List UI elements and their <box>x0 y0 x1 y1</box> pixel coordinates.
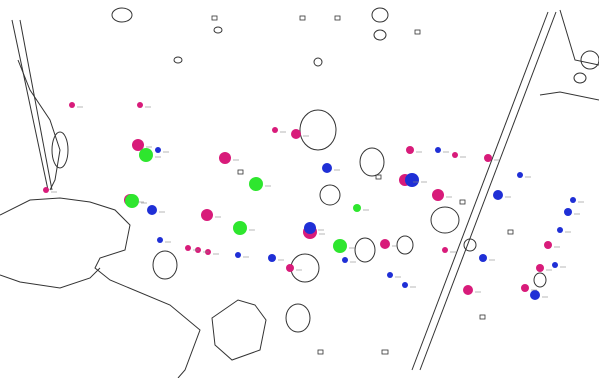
magenta-marker <box>544 241 552 249</box>
feature-oval-18 <box>173 56 183 64</box>
blue-marker <box>155 147 161 153</box>
blue-marker <box>387 272 393 278</box>
magenta-marker <box>463 285 473 295</box>
green-marker <box>249 177 263 191</box>
magenta-marker <box>69 102 75 108</box>
magenta-marker <box>286 264 294 272</box>
outline-features <box>51 7 599 333</box>
left-road <box>11 19 53 191</box>
feature-oval-17 <box>313 57 323 67</box>
blue-marker <box>552 262 558 268</box>
feature-oval-8 <box>319 184 341 206</box>
magenta-marker <box>137 102 143 108</box>
small-marker <box>211 15 218 21</box>
feature-oval-3 <box>430 206 460 234</box>
blue-marker <box>342 257 348 263</box>
magenta-marker <box>43 187 49 193</box>
green-marker <box>125 194 139 208</box>
building-block <box>211 299 267 361</box>
blue-marker <box>147 205 157 215</box>
blue-marker <box>557 227 563 233</box>
green-marker <box>353 204 361 212</box>
blue-marker <box>564 208 572 216</box>
blue-marker <box>304 222 316 234</box>
right-road-edge-a <box>411 11 549 371</box>
green-markers <box>125 148 361 253</box>
left-road-edge-b <box>19 19 53 191</box>
blue-marker <box>405 173 419 187</box>
right-area <box>539 91 599 101</box>
boundaries <box>0 9 599 379</box>
feature-oval-5 <box>152 250 178 280</box>
magenta-marker <box>536 264 544 272</box>
blue-marker <box>530 290 540 300</box>
small-marker <box>414 29 421 35</box>
blue-marker <box>479 254 487 262</box>
feature-oval-11 <box>371 7 389 23</box>
feature-oval-1 <box>299 109 337 151</box>
small-marker <box>381 349 389 355</box>
blue-marker <box>322 163 332 173</box>
magenta-marker <box>272 127 278 133</box>
blue-marker <box>493 190 503 200</box>
boundary-left-inner <box>0 267 101 289</box>
feature-oval-10 <box>580 50 599 70</box>
blue-marker <box>517 172 523 178</box>
magenta-marker <box>291 129 301 139</box>
feature-oval-16 <box>373 29 387 41</box>
magenta-marker <box>185 245 191 251</box>
small-marker <box>479 314 486 320</box>
feature-oval-12 <box>111 7 133 23</box>
blue-marker <box>268 254 276 262</box>
small-marker <box>237 169 244 175</box>
magenta-marker <box>380 239 390 249</box>
feature-oval-19 <box>213 26 223 34</box>
small-marker <box>507 229 514 235</box>
left-road-edge-a <box>11 19 49 191</box>
small-marker <box>459 199 466 205</box>
right-road-edge-b <box>419 11 557 371</box>
green-marker <box>139 148 153 162</box>
illegible-label-ticks <box>51 106 584 298</box>
magenta-marker <box>132 139 144 151</box>
magenta-marker <box>442 247 448 253</box>
green-marker <box>333 239 347 253</box>
magenta-marker <box>521 284 529 292</box>
small-outline-markers <box>211 15 514 355</box>
feature-oval-13 <box>573 72 587 84</box>
feature-oval-6 <box>285 303 311 333</box>
blue-marker <box>157 237 163 243</box>
right-area-b <box>559 9 599 66</box>
magenta-markers <box>43 102 552 295</box>
feature-oval-7 <box>354 237 376 263</box>
magenta-marker <box>201 209 213 221</box>
right-road <box>411 11 557 371</box>
green-marker <box>233 221 247 235</box>
feature-oval-15 <box>463 238 477 252</box>
magenta-marker <box>432 189 444 201</box>
magenta-marker <box>484 154 492 162</box>
small-marker <box>334 15 341 21</box>
feature-oval-2 <box>359 147 385 177</box>
magenta-marker <box>406 146 414 154</box>
feature-oval-20 <box>51 131 69 169</box>
blue-marker <box>402 282 408 288</box>
magenta-marker <box>219 152 231 164</box>
feature-oval-9 <box>396 235 414 255</box>
small-marker <box>299 15 306 21</box>
magenta-marker <box>452 152 458 158</box>
boundary-left-large <box>0 197 201 379</box>
blue-marker <box>235 252 241 258</box>
small-marker <box>317 349 324 355</box>
small-marker <box>375 174 382 180</box>
blue-markers <box>147 147 576 300</box>
feature-oval-14 <box>533 272 547 288</box>
blue-marker <box>570 197 576 203</box>
feature-oval-4 <box>290 253 320 283</box>
blue-marker <box>435 147 441 153</box>
